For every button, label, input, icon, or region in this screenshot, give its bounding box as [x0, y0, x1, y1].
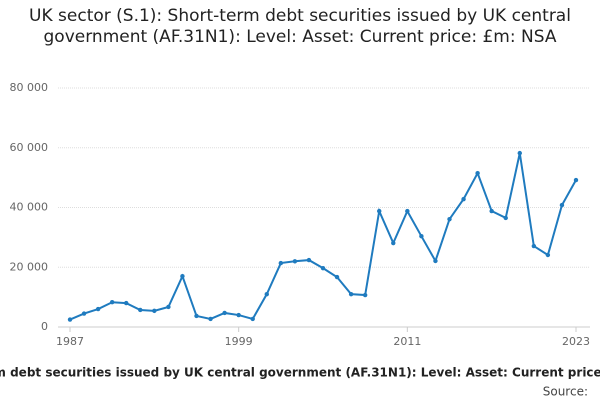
point	[320, 265, 326, 271]
point	[447, 216, 452, 222]
y-tick-label: 40 000	[10, 201, 49, 214]
point	[109, 300, 115, 305]
point	[433, 258, 438, 264]
point	[475, 170, 480, 176]
point	[222, 310, 227, 316]
point	[391, 240, 396, 246]
point	[362, 292, 368, 298]
point	[208, 316, 213, 322]
point	[489, 208, 494, 214]
chart-title: UK sector (S.1): Short-term debt securit…	[29, 6, 571, 47]
point	[306, 257, 312, 263]
point	[531, 243, 537, 249]
point	[559, 202, 565, 208]
source: Source:	[543, 385, 588, 399]
point	[236, 312, 241, 318]
point	[166, 304, 171, 310]
legend-entry: Short-term debt securities issued by UK …	[0, 366, 600, 380]
y-tick-label: 0	[41, 320, 48, 333]
point	[573, 177, 579, 183]
point	[334, 274, 340, 280]
y-tick-label: 20 000	[10, 260, 49, 273]
x-tick-label: 1999	[225, 335, 253, 348]
line	[69, 152, 577, 321]
point	[138, 307, 143, 313]
point	[461, 196, 466, 202]
y-tick-label: 80 000	[10, 81, 49, 94]
point	[124, 300, 129, 306]
point	[81, 311, 87, 316]
point	[503, 215, 508, 221]
point	[95, 306, 101, 312]
point	[264, 291, 269, 297]
x-tick-label: 2011	[393, 335, 421, 348]
point	[348, 291, 354, 297]
point	[180, 274, 185, 279]
point	[545, 252, 551, 258]
x-tick-label: 1987	[56, 335, 84, 348]
point	[152, 308, 157, 314]
point	[405, 208, 410, 214]
point	[517, 150, 522, 156]
point	[194, 313, 199, 319]
point	[250, 316, 255, 322]
point	[377, 208, 382, 214]
point	[278, 260, 284, 266]
point	[292, 259, 298, 264]
point	[419, 233, 424, 239]
point	[67, 317, 73, 322]
y-tick-label: 60 000	[10, 141, 49, 154]
x-tick-label: 2023	[562, 335, 590, 348]
